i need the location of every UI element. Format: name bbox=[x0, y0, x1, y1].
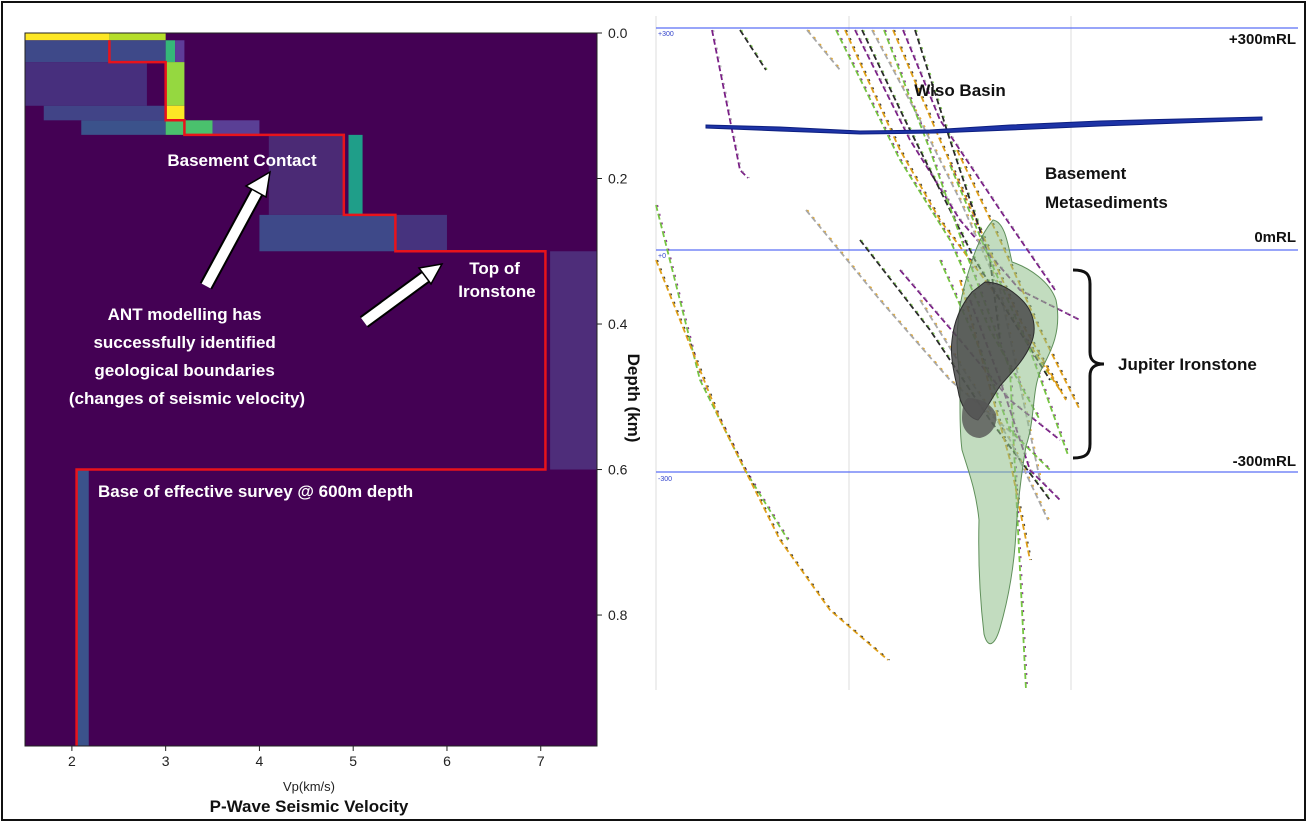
x-tick-label: 2 bbox=[68, 753, 76, 769]
drillhole-trace bbox=[861, 29, 1051, 381]
x-axis-ticks: 2 3 4 5 6 7 bbox=[68, 746, 545, 769]
y-axis-label: Depth (km) bbox=[624, 354, 643, 443]
chart-caption: P-Wave Seismic Velocity bbox=[210, 797, 409, 816]
heatmap-cell bbox=[25, 33, 110, 41]
annotation-basement-contact: Basement Contact bbox=[167, 151, 317, 170]
drillhole-trace bbox=[902, 29, 1056, 291]
heatmap-cells bbox=[25, 33, 597, 746]
drillhole-trace bbox=[711, 29, 749, 179]
annotation-line: ANT modelling has bbox=[108, 305, 262, 324]
y-tick-label: 0.4 bbox=[608, 316, 628, 332]
annotation-line: (changes of seismic velocity) bbox=[69, 389, 305, 408]
annotation-ant-modelling: ANT modelling has successfully identifie… bbox=[69, 305, 305, 408]
heatmap-cell bbox=[212, 120, 260, 135]
y-tick-label: 0.0 bbox=[608, 25, 628, 41]
heatmap-cell bbox=[25, 40, 166, 63]
rl-label-plus-300: +300mRL bbox=[1229, 31, 1296, 48]
annotation-top-of-ironstone: Top of Ironstone bbox=[458, 259, 535, 301]
drillhole-trace-interval bbox=[855, 29, 1082, 321]
label-line: Basement bbox=[1045, 164, 1127, 183]
drillhole-trace bbox=[655, 259, 889, 661]
heatmap-cell bbox=[175, 40, 185, 63]
drillhole-trace bbox=[739, 29, 767, 71]
arrow-to-top-of-ironstone bbox=[359, 262, 444, 328]
annotation-base-of-survey: Base of effective survey @ 600m depth bbox=[98, 482, 413, 501]
geological-cross-section: +300mRL 0mRL -300mRL +300 +0 -300 Wiso B… bbox=[655, 16, 1298, 692]
y-tick-label: 0.8 bbox=[608, 607, 628, 623]
annotation-line: Base of effective survey @ 600m depth bbox=[98, 482, 413, 501]
heatmap-cell bbox=[165, 62, 185, 106]
drillhole-trace bbox=[844, 29, 1061, 391]
velocity-heatmap-panel: 2 3 4 5 6 7 0.0 0.2 0.4 0.6 0.8 Vp(km/s) P-Wave S… bbox=[24, 25, 643, 816]
heatmap-cell bbox=[395, 214, 447, 252]
drillhole-trace bbox=[969, 299, 1061, 501]
rl-small-label-minus-300: -300 bbox=[658, 476, 672, 483]
y-axis-ticks: 0.0 0.2 0.4 0.6 0.8 bbox=[597, 25, 628, 623]
annotation-line: successfully identified bbox=[93, 333, 275, 352]
x-axis-label: Vp(km/s) bbox=[283, 779, 335, 794]
annotation-basement-contact-line: Basement Contact bbox=[167, 151, 317, 170]
drillhole-trace bbox=[854, 29, 1081, 321]
heatmap-cell bbox=[348, 134, 363, 215]
label-jupiter-ironstone: Jupiter Ironstone bbox=[1118, 355, 1257, 374]
heatmap-cell bbox=[25, 62, 147, 106]
drillhole-trace-interval bbox=[656, 204, 791, 541]
drillhole-trace bbox=[805, 209, 1021, 441]
wiso-basin-base-surface bbox=[705, 116, 1263, 135]
label-wiso-basin: Wiso Basin bbox=[914, 81, 1005, 100]
y-tick-label: 0.2 bbox=[608, 171, 628, 187]
jupiter-ironstone-bracket bbox=[1072, 268, 1105, 460]
annotation-line: Top of bbox=[469, 259, 520, 278]
rl-small-label-plus-300: +300 bbox=[658, 31, 674, 38]
x-tick-label: 4 bbox=[256, 753, 264, 769]
rl-small-label-zero: +0 bbox=[658, 253, 666, 260]
x-tick-label: 3 bbox=[162, 753, 170, 769]
x-tick-label: 6 bbox=[443, 753, 451, 769]
drillhole-trace bbox=[949, 164, 1069, 456]
ironstone-lower-lobe bbox=[962, 398, 997, 438]
y-tick-label: 0.6 bbox=[608, 462, 628, 478]
heatmap-cell bbox=[165, 105, 185, 121]
heatmap-cell bbox=[259, 214, 396, 252]
x-tick-label: 5 bbox=[349, 753, 357, 769]
rl-label-minus-300: -300mRL bbox=[1233, 453, 1296, 470]
label-line: Metasediments bbox=[1045, 193, 1168, 212]
heatmap-cell bbox=[76, 469, 89, 746]
drillhole-trace bbox=[655, 204, 789, 541]
velocity-profile-line bbox=[75, 40, 547, 746]
label-basement-metasediments: Basement Metasediments bbox=[1045, 164, 1168, 212]
heatmap-cell bbox=[165, 40, 176, 63]
rl-label-zero: 0mRL bbox=[1254, 229, 1296, 246]
arrow-to-basement-contact bbox=[199, 170, 271, 290]
grid-verticals bbox=[655, 16, 1072, 690]
heatmap-frame bbox=[24, 32, 598, 747]
annotation-line: Ironstone bbox=[458, 282, 535, 301]
heatmap-cell bbox=[550, 251, 597, 470]
heatmap-cell bbox=[43, 105, 166, 121]
annotation-line: geological boundaries bbox=[94, 361, 274, 380]
heatmap-cell bbox=[165, 120, 213, 135]
heatmap-cell bbox=[109, 33, 166, 41]
drillhole-trace-interval bbox=[656, 259, 890, 661]
heatmap-cell bbox=[268, 134, 344, 215]
heatmap-cell bbox=[81, 120, 166, 135]
x-tick-label: 7 bbox=[537, 753, 545, 769]
drillhole-trace-interval bbox=[901, 269, 1062, 441]
